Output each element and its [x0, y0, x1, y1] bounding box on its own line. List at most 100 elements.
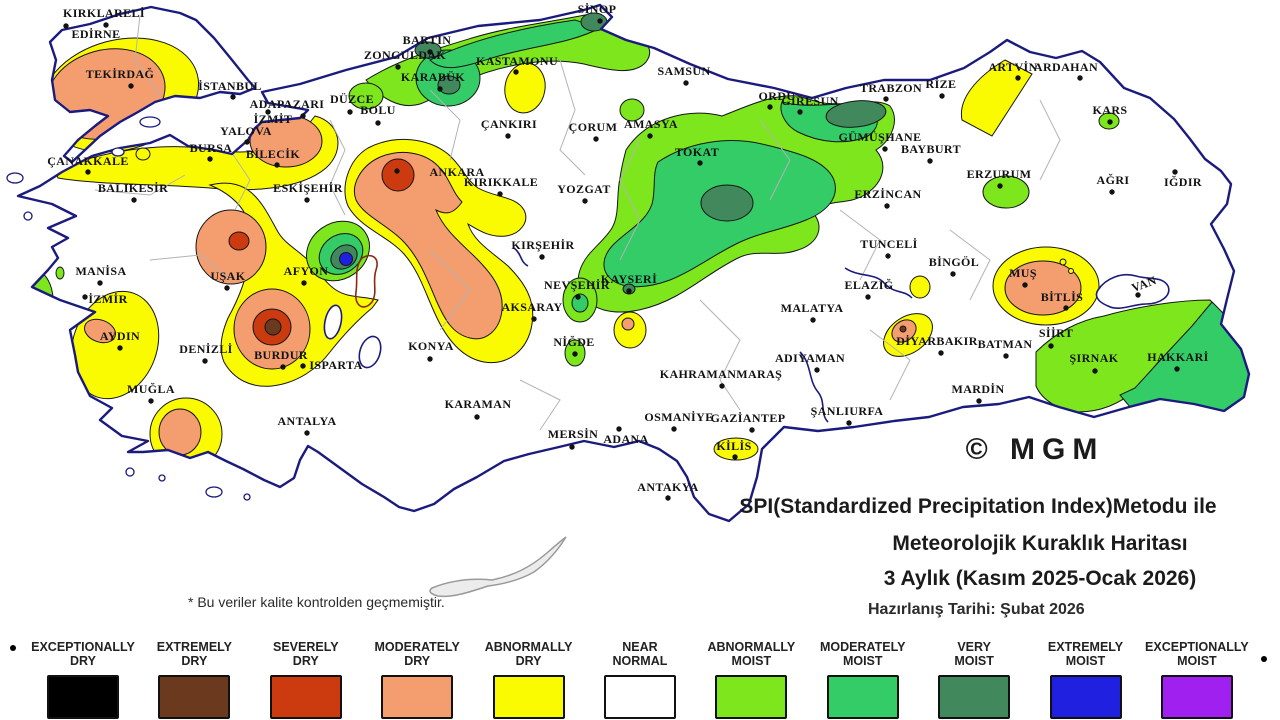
city-dot: [997, 183, 1003, 189]
city-dot: [927, 158, 933, 164]
city-dot: [513, 69, 519, 75]
city-dot: [265, 109, 271, 115]
city-label: BİLECİK: [246, 147, 300, 161]
city-label: ERZİNCAN: [854, 187, 921, 201]
city-label: ÇANAKKALE: [47, 154, 129, 168]
map-title-line2: Meteorolojik Kuraklık Haritası: [892, 532, 1188, 555]
province-borders-layer: [94, 14, 1061, 431]
legend-swatch: [492, 675, 565, 719]
city-dot: [301, 280, 307, 286]
legend-swatch: [715, 675, 788, 719]
city-label: MALATYA: [781, 301, 844, 315]
city-label: ARDAHAN: [1034, 60, 1098, 74]
city-dot: [224, 285, 230, 291]
city-label: AYDIN: [100, 329, 140, 343]
city-label: DENİZLİ: [179, 342, 232, 356]
city-dot: [616, 426, 622, 432]
city-label: MARDİN: [951, 382, 1004, 396]
city-dot: [767, 104, 773, 110]
city-dot: [97, 280, 103, 286]
city-dot: [274, 162, 280, 168]
city-label: KARS: [1093, 103, 1128, 117]
legend-item: ABNORMALLY MOIST: [698, 640, 804, 719]
lake-egirdir: [323, 304, 343, 340]
city-dot: [395, 64, 401, 70]
city-dot: [347, 109, 353, 115]
reservoir-keban: [844, 267, 913, 299]
quality-footnote: * Bu veriler kalite kontrolden geçmemişt…: [188, 594, 445, 610]
region-burdur-brown: [264, 318, 282, 336]
legend-swatch: [603, 675, 676, 719]
region-amasya-lightgreen: [619, 98, 645, 122]
city-dot: [131, 197, 137, 203]
city-label: ORDU: [759, 89, 796, 103]
city-label: ANTALYA: [277, 414, 336, 428]
city-dot: [300, 363, 306, 369]
legend-item: VERY MOIST: [921, 640, 1027, 719]
city-dot: [539, 254, 545, 260]
anatolia-outline: [16, 3, 1251, 523]
city-label: İZMİT: [254, 112, 293, 126]
city-dot: [593, 136, 599, 142]
city-label: AFYON: [284, 264, 329, 278]
legend-label: EXTREMELY DRY: [156, 640, 233, 668]
city-dot: [1063, 305, 1069, 311]
city-label: ANTAKYA: [637, 480, 698, 494]
city-label: SİİRT: [1039, 326, 1073, 340]
city-label: KONYA: [408, 339, 454, 353]
region-manisa-lightgreen: [55, 266, 65, 280]
legend-item: ABNORMALLY DRY: [476, 640, 582, 719]
legend-swatch: [938, 675, 1011, 719]
legend-label: ABNORMALLY DRY: [484, 640, 573, 668]
city-label: YALOVA: [220, 124, 272, 138]
region-mus-speck2: [1068, 268, 1074, 274]
cyprus-outline: [429, 536, 567, 598]
city-label: KAHRAMANMARAŞ: [660, 367, 783, 381]
legend-item: EXTREMELY MOIST: [1033, 640, 1139, 719]
city-label: GAZİANTEP: [711, 411, 786, 425]
city-dot: [117, 345, 123, 351]
city-label: GÜMÜŞHANE: [839, 130, 922, 144]
city-dot: [582, 198, 588, 204]
city-dot: [683, 80, 689, 86]
legend-label: SEVERELY DRY: [273, 640, 339, 668]
region-diyarbakir-brown: [899, 325, 907, 333]
city-label: BOLU: [360, 103, 396, 117]
city-dot: [697, 160, 703, 166]
city-dot: [882, 146, 888, 152]
city-dot: [427, 356, 433, 362]
city-dot: [1092, 368, 1098, 374]
city-label: UŞAK: [211, 269, 246, 283]
map-title-line1: SPI(Standardized Precipitation Index)Met…: [739, 495, 1217, 518]
legend-swatch: [47, 675, 119, 719]
city-label: TEKİRDAĞ: [86, 67, 155, 81]
region-mus-speck1: [1059, 258, 1067, 266]
city-label: ADAPAZARI: [250, 97, 325, 111]
city-label: DÜZCE: [330, 92, 374, 106]
legend-label: MODERATELY DRY: [374, 640, 460, 668]
city-label: YOZGAT: [557, 182, 611, 196]
city-dot: [497, 191, 503, 197]
region-giresun-darkgreen: [825, 100, 887, 128]
legend-swatch: [1049, 675, 1122, 719]
city-dot: [437, 86, 443, 92]
city-dot: [810, 317, 816, 323]
legend-item: SEVERELY DRY: [253, 640, 359, 719]
city-dot: [884, 203, 890, 209]
city-label: İZMİR: [88, 292, 127, 306]
city-dot: [950, 271, 956, 277]
thrace-outline: [48, 5, 257, 164]
city-label: ZONGULDAK: [364, 48, 447, 62]
lakes-layer: [323, 247, 1170, 423]
city-dot: [375, 120, 381, 126]
city-label: MERSİN: [548, 427, 598, 441]
drought-legend: EXCEPTIONALLY DRY EXTREMELY DRY SEVERELY DRY M…: [0, 636, 1280, 720]
turkey-drought-map: KIRKLARELİ EDİRNE TEKİRDAĞ İSTANBUL ADAPAZAR…: [6, 2, 1251, 598]
city-label: ŞANLIURFA: [811, 404, 884, 418]
city-dot: [85, 169, 91, 175]
city-dot: [427, 49, 433, 55]
city-dot: [647, 133, 653, 139]
region-ankara-red: [381, 158, 415, 192]
region-bartin-darkgreen: [414, 41, 442, 59]
